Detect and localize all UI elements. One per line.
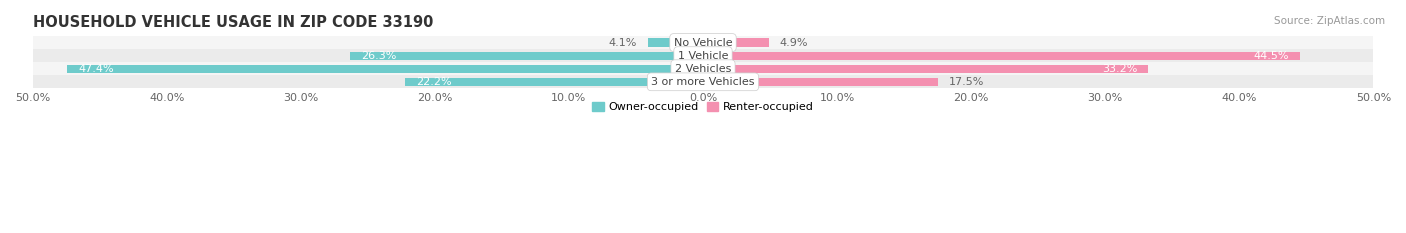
Bar (350, 51, 703, 60)
Bar (32, 49, 1374, 62)
Text: 22.2%: 22.2% (416, 77, 451, 87)
Legend: Owner-occupied, Renter-occupied: Owner-occupied, Renter-occupied (588, 98, 818, 117)
Text: 33.2%: 33.2% (1102, 64, 1137, 74)
Text: HOUSEHOLD VEHICLE USAGE IN ZIP CODE 33190: HOUSEHOLD VEHICLE USAGE IN ZIP CODE 3319… (32, 15, 433, 30)
Bar (32, 62, 1374, 75)
Text: 4.9%: 4.9% (779, 38, 808, 48)
Bar (405, 78, 703, 86)
Text: 3 or more Vehicles: 3 or more Vehicles (651, 77, 755, 87)
Text: 4.1%: 4.1% (609, 38, 637, 48)
Text: 44.5%: 44.5% (1253, 51, 1289, 61)
Bar (32, 75, 1374, 88)
Bar (703, 65, 1149, 73)
Text: 26.3%: 26.3% (361, 51, 396, 61)
Text: 47.4%: 47.4% (79, 64, 114, 74)
Bar (703, 38, 769, 47)
Text: 17.5%: 17.5% (949, 77, 984, 87)
Text: No Vehicle: No Vehicle (673, 38, 733, 48)
Bar (703, 51, 1299, 60)
Bar (67, 65, 703, 73)
Text: 2 Vehicles: 2 Vehicles (675, 64, 731, 74)
Bar (32, 36, 1374, 49)
Text: 1 Vehicle: 1 Vehicle (678, 51, 728, 61)
Text: Source: ZipAtlas.com: Source: ZipAtlas.com (1274, 16, 1385, 26)
Bar (703, 78, 938, 86)
Bar (648, 38, 703, 47)
